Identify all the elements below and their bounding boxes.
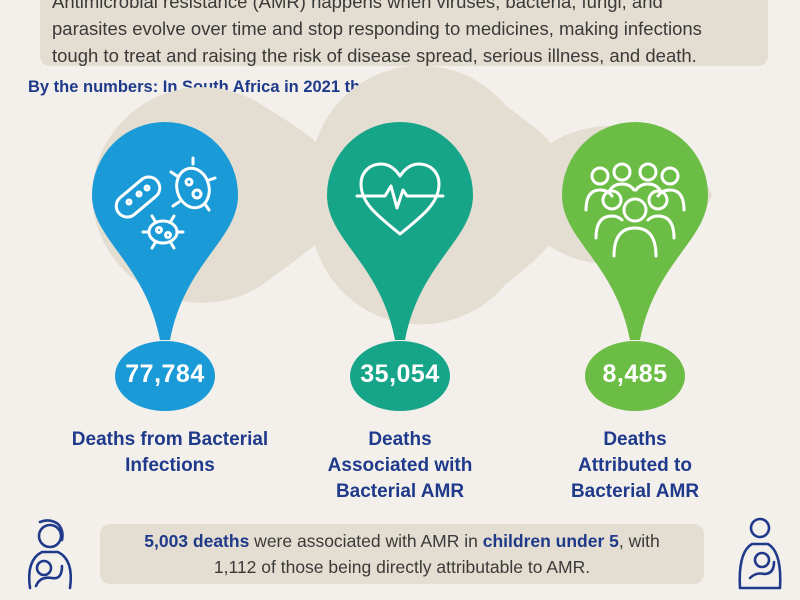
stat-label-attributed-amr: Deaths Attributed to Bacterial AMR — [515, 427, 755, 505]
footer-line-2: 1,112 of those being directly attributab… — [213, 557, 591, 577]
footer-line-1: 5,003 deaths were associated with AMR in… — [110, 528, 694, 554]
intro-line-2: parasites evolve over time and stop resp… — [52, 18, 702, 39]
heartbeat-icon — [355, 162, 445, 236]
stat-label-line: Bacterial AMR — [335, 481, 465, 502]
stat-label-line: Infections — [125, 455, 215, 476]
parent-baby-icon — [738, 517, 782, 590]
stat-value-associated-amr: 35,054 — [360, 360, 440, 388]
footer-deaths-count: 5,003 deaths — [144, 531, 250, 551]
intro-line-3: tough to treat and raising the risk of d… — [52, 45, 697, 66]
people-group-icon — [584, 162, 686, 258]
intro-panel: Antimicrobial resistance (AMR) happens w… — [40, 0, 768, 66]
stat-value-attributed-amr: 8,485 — [602, 360, 668, 388]
stat-label-line: Deaths from Bacterial — [71, 429, 269, 450]
footer-children-label: children under 5 — [482, 531, 619, 551]
stat-label-line: Attributed to — [578, 455, 692, 476]
headline: By the numbers: In South Africa in 2021 … — [28, 78, 441, 96]
mother-child-icon — [27, 519, 73, 590]
stat-value-bacterial-infections: 77,784 — [125, 360, 205, 388]
bacteria-icon — [114, 156, 217, 250]
stat-label-line: Associated with — [327, 455, 473, 476]
stat-label-line: Bacterial AMR — [570, 481, 700, 502]
stat-label-bacterial-infections: Deaths from Bacterial Infections — [50, 427, 290, 479]
footer-panel: 5,003 deaths were associated with AMR in… — [100, 524, 704, 584]
footer-text: were associated with AMR in — [249, 531, 483, 551]
footer-text: , with — [618, 531, 660, 551]
stat-label-associated-amr: Deaths Associated with Bacterial AMR — [280, 427, 520, 505]
stat-label-line: Deaths — [368, 429, 432, 450]
intro-line-1: Antimicrobial resistance (AMR) happens w… — [52, 0, 663, 12]
stat-label-line: Deaths — [603, 429, 667, 450]
